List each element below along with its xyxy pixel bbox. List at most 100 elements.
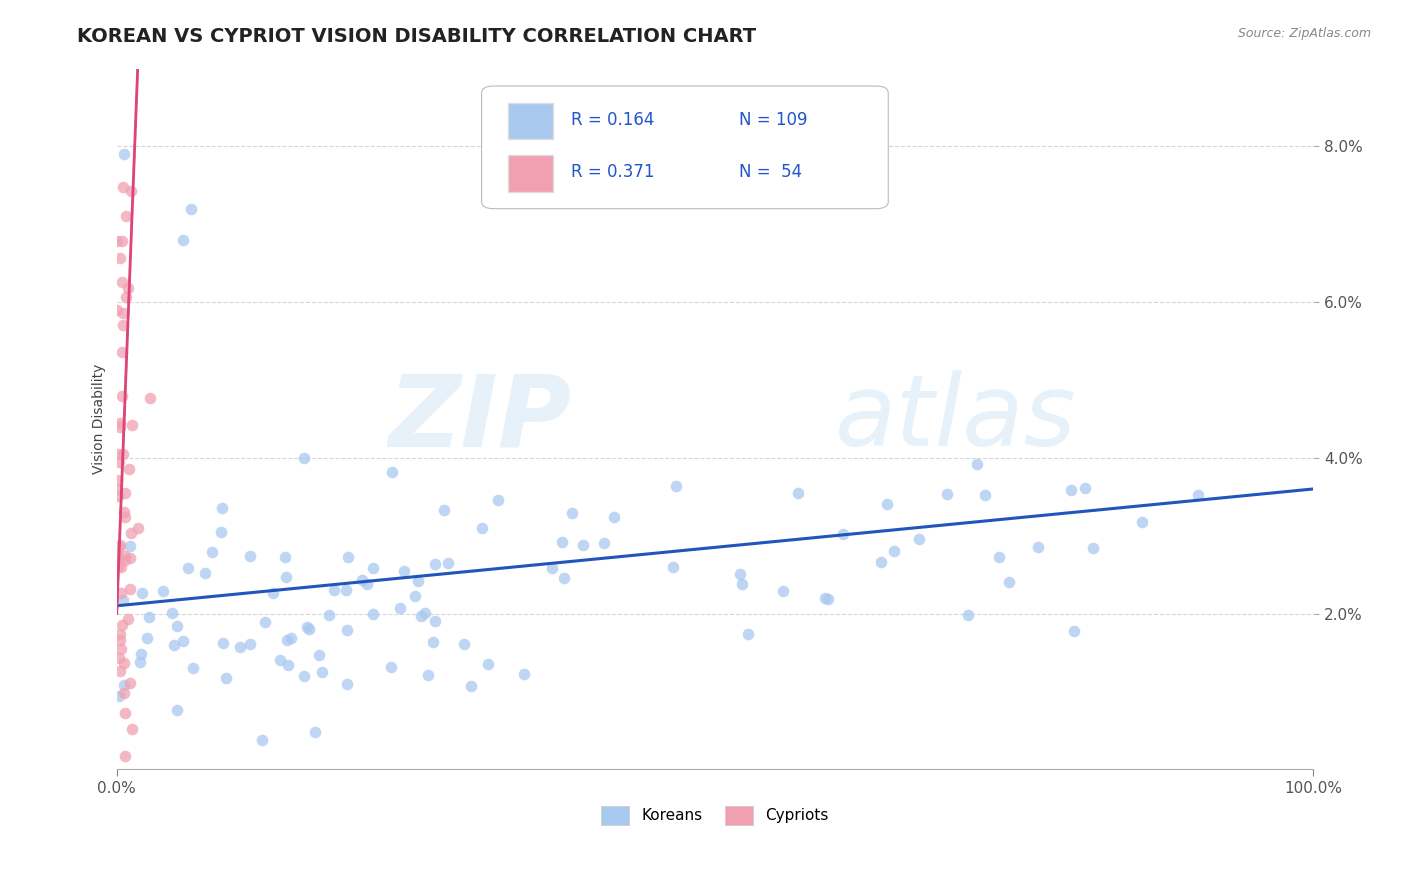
Point — [1130, 515, 1153, 529]
Point — [239, 549, 262, 563]
Point — [737, 627, 759, 641]
Point — [118, 675, 141, 690]
Point — [453, 637, 475, 651]
Text: N =  54: N = 54 — [738, 163, 801, 181]
Point — [274, 549, 297, 564]
Point — [160, 607, 183, 621]
Point — [335, 582, 357, 597]
Point — [211, 501, 233, 516]
Point — [269, 653, 291, 667]
Point — [120, 539, 142, 553]
Point — [304, 725, 326, 739]
Point — [1187, 488, 1209, 502]
Point — [551, 535, 574, 549]
Point — [209, 525, 232, 540]
Point — [250, 732, 273, 747]
Point — [731, 576, 754, 591]
Point — [318, 607, 340, 622]
Point — [540, 560, 562, 574]
Point — [404, 589, 426, 603]
Point — [380, 660, 402, 674]
Point — [110, 585, 132, 599]
Point — [112, 147, 135, 161]
Point — [111, 617, 134, 632]
Point — [1074, 481, 1097, 495]
Point — [163, 639, 186, 653]
Point — [172, 233, 194, 247]
Point — [117, 612, 139, 626]
Point — [214, 672, 236, 686]
Point — [111, 276, 134, 290]
Point — [336, 623, 359, 637]
Point — [1081, 541, 1104, 556]
Point — [139, 391, 162, 405]
Point — [832, 527, 855, 541]
Point — [603, 510, 626, 524]
Point — [356, 577, 378, 591]
Point — [280, 632, 302, 646]
Point — [988, 549, 1011, 564]
Point — [423, 614, 446, 628]
Point — [786, 486, 808, 500]
Point — [129, 647, 152, 661]
Point — [211, 636, 233, 650]
Point — [107, 559, 129, 574]
Point — [728, 567, 751, 582]
Point — [108, 665, 131, 679]
Point — [108, 651, 131, 665]
Point — [121, 723, 143, 737]
Point — [433, 503, 456, 517]
Legend: Koreans, Cypriots: Koreans, Cypriots — [602, 806, 828, 825]
Point — [416, 667, 439, 681]
Point — [298, 622, 321, 636]
Point — [477, 657, 499, 671]
Point — [114, 749, 136, 764]
Point — [114, 486, 136, 500]
Point — [956, 608, 979, 623]
Point — [814, 591, 837, 605]
Point — [114, 290, 136, 304]
Text: R = 0.371: R = 0.371 — [571, 163, 655, 181]
Point — [311, 665, 333, 680]
Point — [201, 544, 224, 558]
Point — [112, 685, 135, 699]
Point — [277, 657, 299, 672]
Point — [108, 419, 131, 434]
Point — [115, 210, 138, 224]
Point — [112, 678, 135, 692]
Point — [772, 583, 794, 598]
Point — [966, 458, 988, 472]
Point — [110, 559, 132, 574]
Point — [112, 306, 135, 320]
Point — [131, 585, 153, 599]
Point — [128, 655, 150, 669]
Point — [107, 540, 129, 554]
Y-axis label: Vision Disability: Vision Disability — [93, 364, 107, 475]
Point — [172, 634, 194, 648]
Point — [665, 479, 688, 493]
Point — [392, 564, 415, 578]
Point — [336, 550, 359, 565]
Point — [336, 677, 359, 691]
Point — [127, 521, 149, 535]
Point — [294, 669, 316, 683]
Point — [112, 505, 135, 519]
Point — [112, 593, 135, 607]
Point — [413, 606, 436, 620]
Text: ZIP: ZIP — [388, 370, 571, 467]
Point — [998, 575, 1021, 590]
Point — [118, 582, 141, 596]
Point — [180, 202, 202, 216]
Point — [117, 281, 139, 295]
Point — [308, 648, 330, 663]
Point — [513, 667, 536, 681]
Point — [166, 619, 188, 633]
Point — [437, 556, 460, 570]
Point — [817, 591, 839, 606]
Point — [105, 548, 128, 562]
Point — [181, 661, 204, 675]
Point — [118, 462, 141, 476]
Point — [110, 642, 132, 657]
Point — [107, 489, 129, 503]
Point — [108, 455, 131, 469]
